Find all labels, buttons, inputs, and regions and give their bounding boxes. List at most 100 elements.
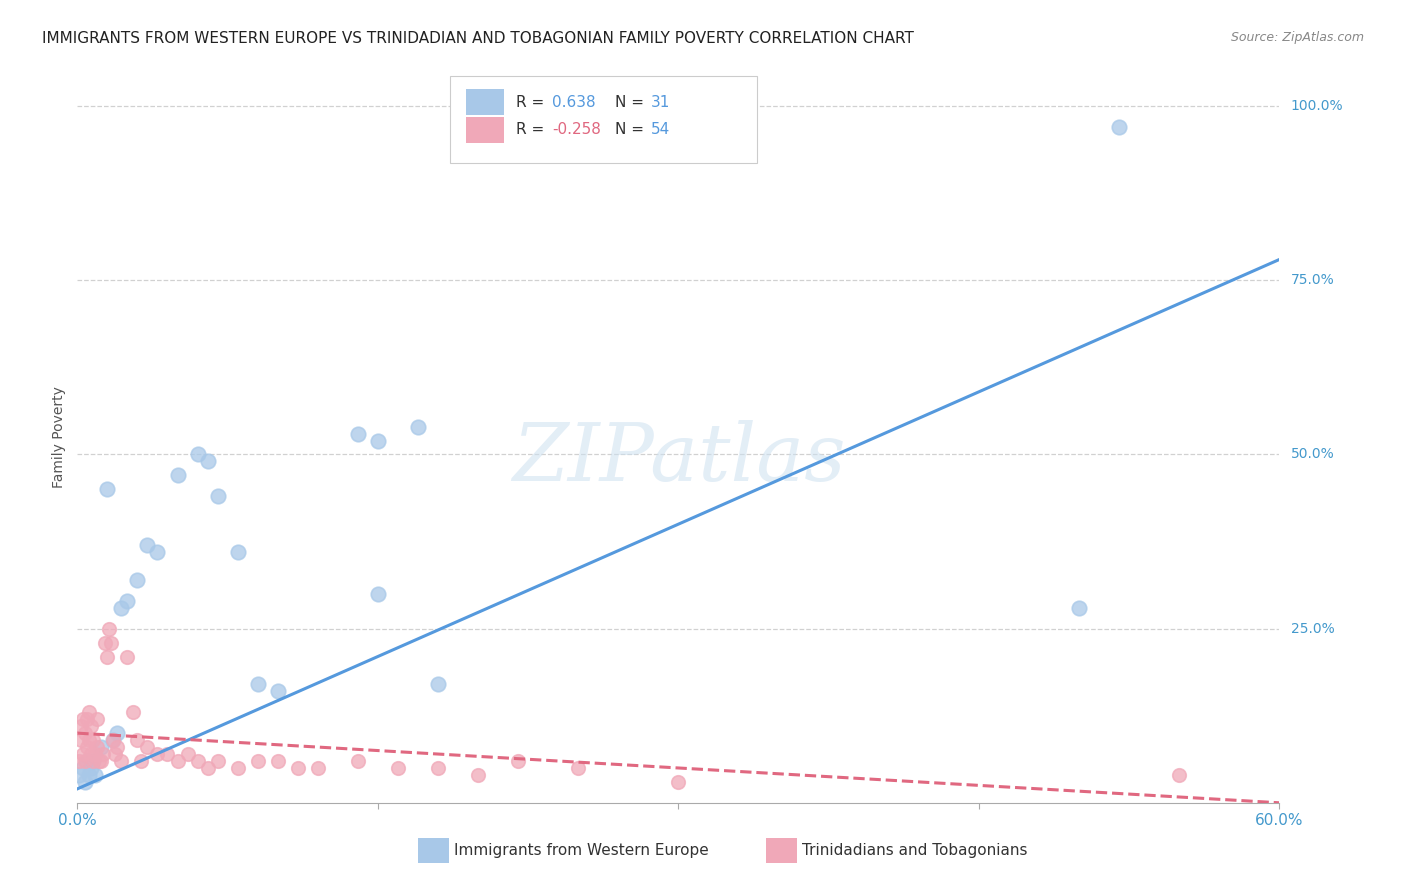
Text: 50.0%: 50.0%	[1291, 448, 1334, 461]
Point	[156, 747, 179, 761]
Point	[94, 635, 117, 649]
Point	[186, 448, 209, 462]
Point	[76, 740, 98, 755]
Point	[668, 775, 690, 789]
Point	[100, 635, 122, 649]
FancyBboxPatch shape	[418, 838, 449, 863]
Point	[267, 754, 290, 768]
Point	[103, 733, 125, 747]
Point	[110, 754, 132, 768]
Point	[197, 761, 219, 775]
Point	[367, 434, 389, 448]
Point	[186, 754, 209, 768]
Point	[146, 545, 169, 559]
Point	[467, 768, 489, 782]
Point	[226, 545, 249, 559]
Text: -0.258: -0.258	[553, 122, 600, 137]
Text: N =: N =	[614, 95, 648, 110]
Point	[1069, 600, 1091, 615]
Point	[131, 754, 153, 768]
FancyBboxPatch shape	[465, 89, 505, 115]
Text: R =: R =	[516, 95, 550, 110]
Point	[367, 587, 389, 601]
Point	[75, 754, 97, 768]
Point	[107, 726, 129, 740]
Text: R =: R =	[516, 122, 550, 137]
Point	[79, 705, 101, 719]
Point	[79, 768, 101, 782]
Text: Source: ZipAtlas.com: Source: ZipAtlas.com	[1230, 31, 1364, 45]
Point	[166, 754, 188, 768]
Point	[96, 649, 118, 664]
Point	[136, 740, 159, 755]
Point	[67, 754, 90, 768]
Point	[90, 754, 112, 768]
Point	[76, 712, 98, 726]
Point	[197, 454, 219, 468]
Point	[117, 594, 139, 608]
Y-axis label: Family Poverty: Family Poverty	[52, 386, 66, 488]
Point	[1108, 120, 1130, 134]
Point	[166, 468, 188, 483]
Text: 54: 54	[651, 122, 671, 137]
Text: 0.638: 0.638	[553, 95, 596, 110]
Point	[127, 733, 149, 747]
Point	[82, 754, 104, 768]
Point	[1168, 768, 1191, 782]
FancyBboxPatch shape	[465, 117, 505, 143]
Point	[122, 705, 145, 719]
Point	[387, 761, 409, 775]
Point	[427, 677, 450, 691]
Text: Immigrants from Western Europe: Immigrants from Western Europe	[454, 843, 709, 858]
Point	[80, 761, 103, 775]
Point	[84, 747, 107, 761]
Point	[79, 733, 101, 747]
Point	[70, 733, 93, 747]
Point	[98, 622, 121, 636]
FancyBboxPatch shape	[450, 77, 756, 162]
Text: 100.0%: 100.0%	[1291, 99, 1343, 113]
Point	[96, 483, 118, 497]
Point	[72, 712, 94, 726]
Point	[72, 747, 94, 761]
Point	[72, 761, 94, 775]
Point	[76, 754, 98, 768]
Point	[103, 733, 125, 747]
Point	[82, 733, 104, 747]
Point	[246, 754, 269, 768]
Point	[90, 740, 112, 755]
Point	[146, 747, 169, 761]
Point	[107, 740, 129, 755]
Point	[207, 754, 229, 768]
Point	[127, 573, 149, 587]
Point	[427, 761, 450, 775]
Point	[110, 600, 132, 615]
Point	[207, 489, 229, 503]
Point	[80, 747, 103, 761]
Point	[246, 677, 269, 691]
Point	[82, 754, 104, 768]
Point	[89, 754, 111, 768]
Point	[176, 747, 198, 761]
Text: Trinidadians and Tobagonians: Trinidadians and Tobagonians	[803, 843, 1028, 858]
Text: 25.0%: 25.0%	[1291, 622, 1334, 636]
Text: IMMIGRANTS FROM WESTERN EUROPE VS TRINIDADIAN AND TOBAGONIAN FAMILY POVERTY CORR: IMMIGRANTS FROM WESTERN EUROPE VS TRINID…	[42, 31, 914, 46]
Point	[80, 719, 103, 733]
Point	[104, 747, 127, 761]
Point	[307, 761, 329, 775]
Text: 75.0%: 75.0%	[1291, 273, 1334, 287]
Point	[406, 419, 429, 434]
Point	[347, 426, 370, 441]
Point	[117, 649, 139, 664]
Point	[93, 747, 115, 761]
Point	[75, 775, 97, 789]
FancyBboxPatch shape	[766, 838, 797, 863]
Point	[86, 712, 108, 726]
Point	[67, 768, 90, 782]
Point	[508, 754, 530, 768]
Text: 31: 31	[651, 95, 671, 110]
Point	[267, 684, 290, 698]
Point	[287, 761, 309, 775]
Point	[75, 726, 97, 740]
Point	[84, 768, 107, 782]
